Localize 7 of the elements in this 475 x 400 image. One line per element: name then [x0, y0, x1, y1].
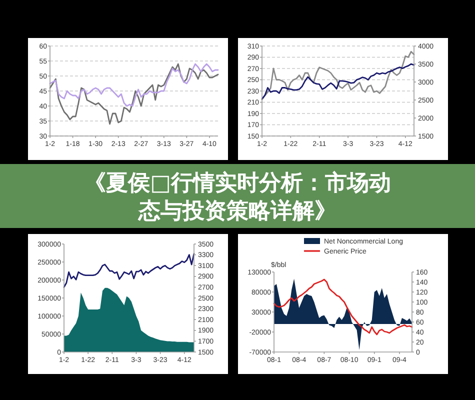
line-series: [49, 63, 219, 125]
line-series: [261, 63, 415, 100]
line-series: [63, 253, 195, 288]
line-series: [49, 63, 219, 107]
line-series: [273, 278, 413, 336]
text: 《夏侯□行情实时分析：市场动态与投资策略详解》: [84, 170, 391, 224]
line-series: [261, 50, 415, 100]
